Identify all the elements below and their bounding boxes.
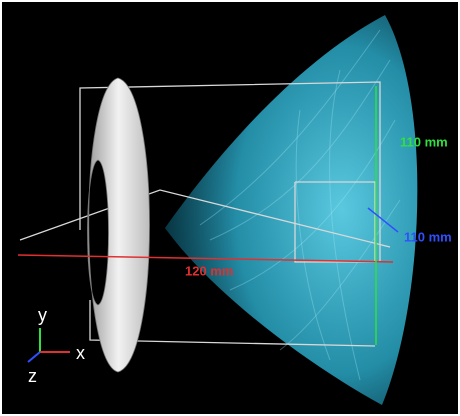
axis-z-label: z (28, 366, 37, 386)
render-view: 110 mm 110 mm 120 mm y x z (0, 0, 460, 416)
height-label: 110 mm (400, 134, 448, 149)
axis-x-label: x (76, 343, 85, 363)
width-label: 120 mm (185, 263, 233, 278)
axis-y-label: y (38, 305, 47, 325)
depth-label: 110 mm (404, 229, 452, 244)
